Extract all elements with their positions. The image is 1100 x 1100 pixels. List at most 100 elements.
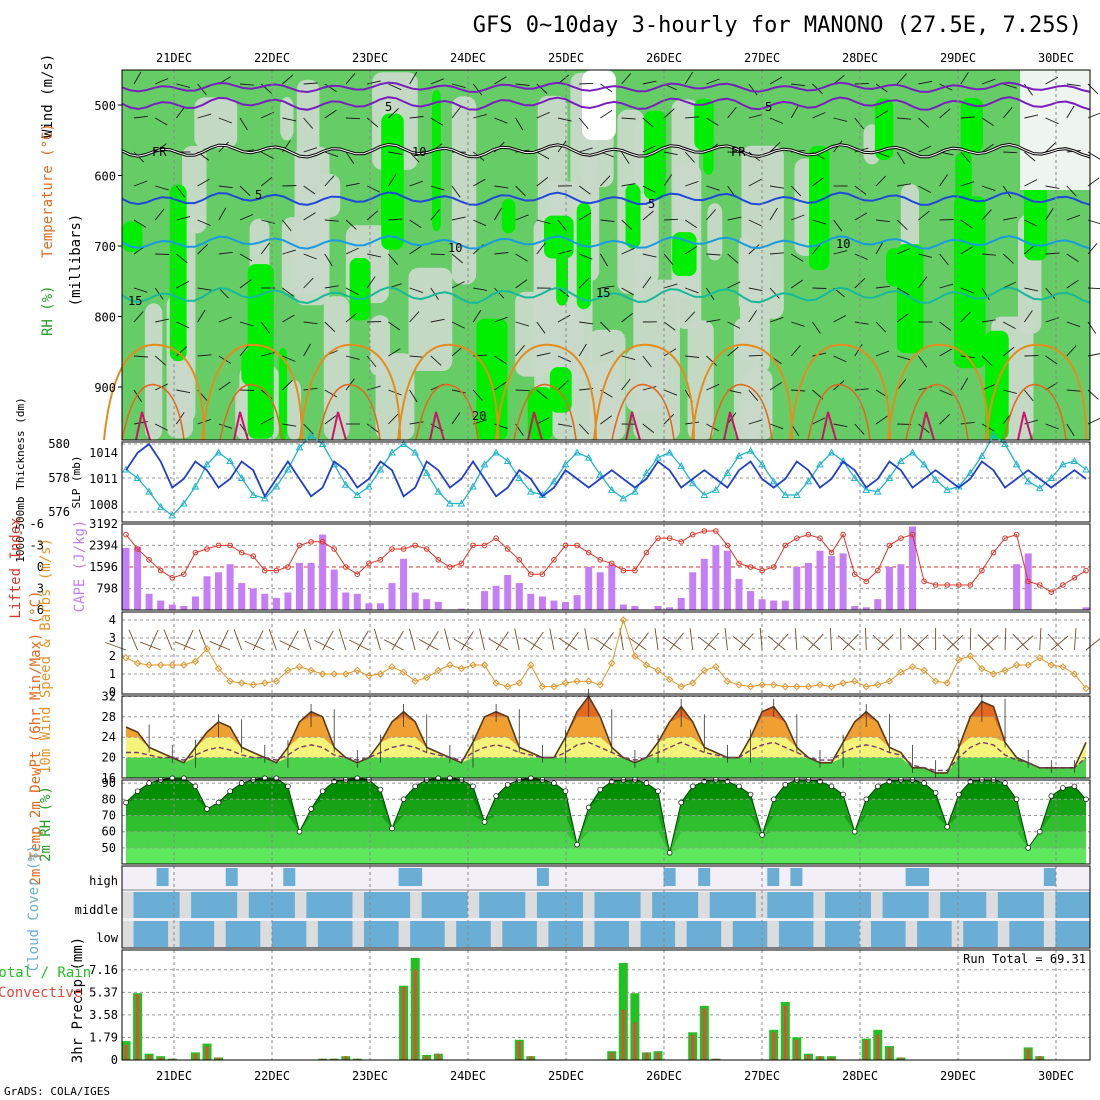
rh-point [481, 819, 488, 825]
wind-barb [303, 82, 318, 85]
thickness-point [816, 460, 824, 468]
low-cloud-cell [225, 921, 238, 947]
lifted-index-point [354, 571, 361, 578]
wind-speed-point [145, 661, 153, 669]
wind-barb [324, 415, 337, 425]
thickness-point [1059, 460, 1067, 468]
wind-barb [303, 277, 314, 289]
wind-speed-point [527, 661, 535, 669]
rh-point [1002, 780, 1008, 786]
rh-moist-region [169, 184, 187, 362]
wind-speed-point [133, 659, 142, 667]
contour-label: 20 [472, 409, 486, 423]
surface-wind-barb [634, 632, 649, 651]
wind-barb [451, 281, 465, 289]
wind-barb [557, 117, 572, 122]
wind-barb [960, 181, 975, 187]
wind-barb [1045, 287, 1056, 299]
low-cloud-cell [732, 921, 745, 947]
rh-point [238, 780, 245, 786]
surface-wind-barb [252, 630, 264, 651]
surface-wind-barb [444, 628, 451, 651]
thickness-point [712, 485, 720, 493]
top-date-label: 30DEC [1038, 51, 1074, 65]
temperature-contour-line [821, 411, 837, 441]
cape-bar [747, 591, 755, 610]
wind-speed-point [862, 682, 870, 691]
middle-cloud-cell [421, 892, 434, 918]
low-cloud-cell [790, 921, 803, 947]
low-cloud-cell [709, 921, 722, 947]
wind-barb [536, 321, 546, 334]
thickness-point [179, 499, 188, 507]
wind-speed-point [989, 670, 998, 678]
high-cloud-cell [917, 868, 930, 886]
wind-barb [1003, 151, 1018, 154]
wind-barb [345, 73, 356, 85]
rh-dry-region [249, 218, 270, 273]
wind-barb [557, 355, 571, 363]
wind-speed-point [804, 682, 813, 691]
contour-label: FR [152, 145, 167, 159]
wind-barb [833, 423, 848, 428]
wind-barb [642, 80, 657, 85]
thickness-point [526, 487, 535, 495]
wind-barb [472, 389, 483, 401]
wind-barb [494, 252, 509, 255]
wind-barb [366, 355, 377, 368]
wind-barb [684, 311, 696, 323]
rh-point [192, 783, 199, 790]
thickness-point [156, 502, 165, 510]
wind-barb [769, 76, 783, 85]
wind-speed-point [480, 661, 489, 669]
wind-barb [939, 413, 951, 425]
thickness-point [260, 494, 269, 502]
middle-cloud-cell [260, 892, 273, 918]
low-cloud-cell [421, 921, 434, 947]
wind-barb [769, 423, 784, 430]
slp-tick-label: 1011 [89, 472, 118, 486]
high-cloud-cell [536, 868, 549, 886]
high-cloud-cell [283, 868, 296, 886]
wind-barb [218, 287, 229, 299]
panel-frame [121, 611, 1091, 695]
temperature-contour-line [709, 383, 773, 441]
middle-cloud-cell [341, 892, 353, 918]
rh-tick-label: 60 [102, 825, 116, 839]
wind-barb [282, 423, 297, 427]
wind-speed-point [712, 663, 720, 671]
wind-speed-point [955, 655, 963, 664]
surface-wind-barb [877, 634, 894, 651]
wind-barb [536, 111, 550, 119]
contour-label: 15 [128, 294, 142, 308]
wind-barb [260, 242, 270, 255]
cape-tick-label: 1596 [89, 560, 118, 574]
wind-barb [282, 355, 296, 362]
lifted-index-point [458, 560, 465, 567]
wind-barb [578, 423, 590, 435]
low-cloud-cell [375, 921, 388, 947]
wind-tick-label: 3 [109, 631, 116, 645]
wind-barb [367, 253, 381, 258]
wind-barb [854, 117, 864, 130]
thickness-point [989, 431, 998, 439]
wind-barb [960, 246, 973, 255]
top-date-label: 23DEC [352, 51, 388, 65]
thickness-point [168, 511, 177, 519]
wind-barb [515, 117, 524, 131]
wind-barb [960, 219, 973, 229]
low-cloud-cell [778, 921, 791, 947]
wind-speed-point [931, 677, 940, 685]
middle-cloud-cell [606, 892, 618, 918]
wind-barb [685, 180, 699, 187]
wind-speed-point [469, 661, 477, 669]
wind-barb [748, 419, 763, 425]
rh-dry-region [144, 303, 163, 440]
wind-barb [176, 185, 186, 198]
rh-moist-region [809, 145, 830, 271]
wind-speed-point [608, 659, 616, 667]
top-date-label: 22DEC [254, 51, 290, 65]
wind-barb [1087, 321, 1097, 334]
surface-wind-barb [418, 638, 439, 651]
